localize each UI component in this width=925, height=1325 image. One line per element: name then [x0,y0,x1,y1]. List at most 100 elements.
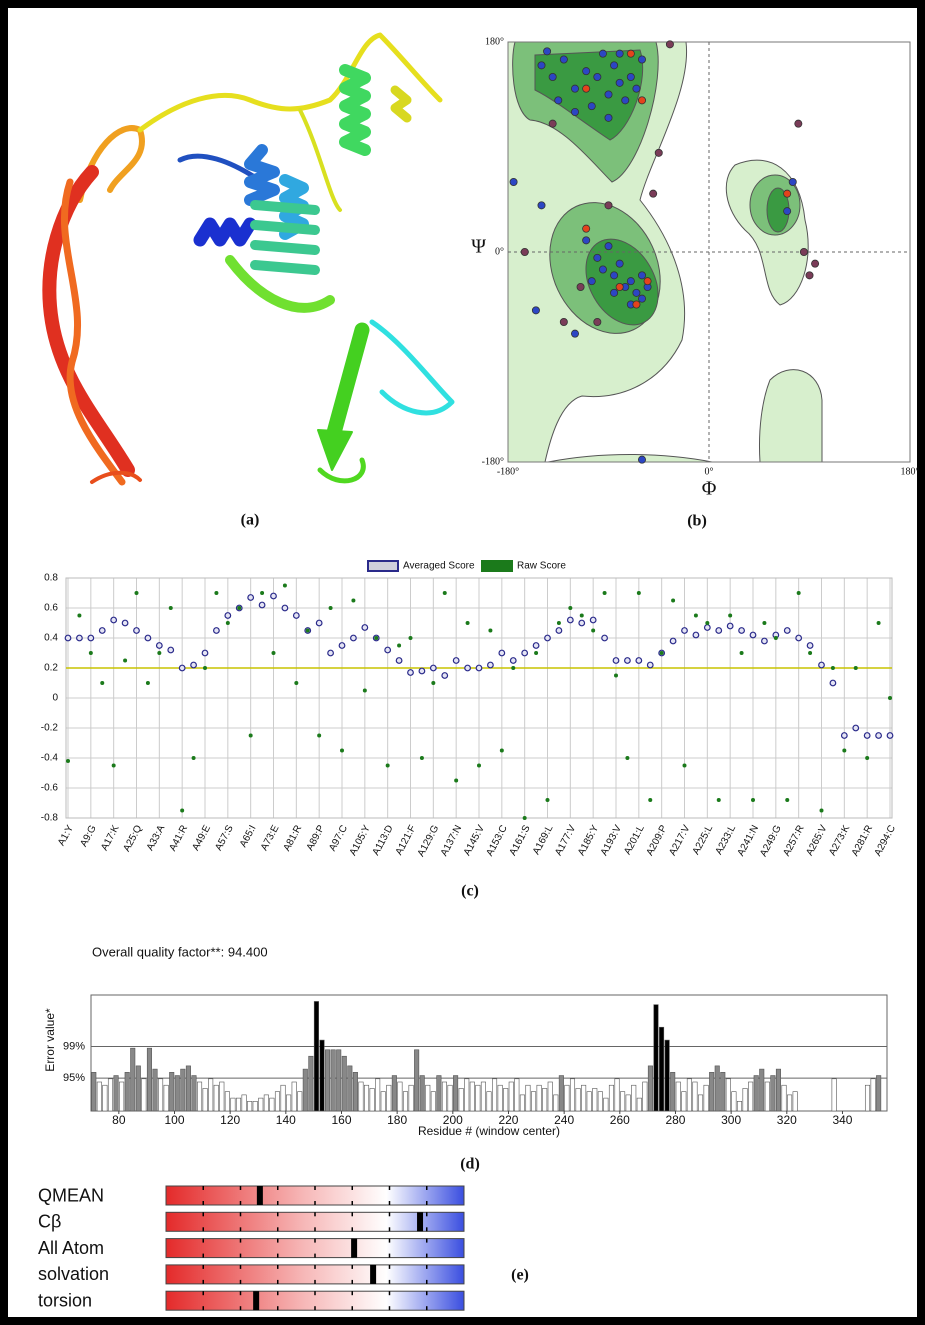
error-bar [414,1050,418,1111]
score-point [842,749,846,753]
y-tick-label: 99% [63,1040,85,1052]
residue-point [605,243,612,250]
residue-point [555,97,562,104]
score-point [225,613,231,619]
score-point [192,756,196,760]
error-bar [620,1092,624,1111]
residue-point [616,283,623,290]
residue-point [784,208,791,215]
quality-factor: Overall quality factor**: 94.400 [92,944,268,959]
score-point [854,666,858,670]
error-bar [336,1050,340,1111]
error-bar [264,1095,268,1111]
residue-point [800,248,807,255]
error-bar [515,1079,519,1111]
residue-point [510,178,517,185]
error-bar [181,1069,185,1111]
score-label: solvation [38,1264,109,1284]
score-point [762,621,766,625]
legend-label: Averaged Score [403,561,475,572]
score-point [476,665,482,671]
residue-point [633,289,640,296]
error-bar [754,1076,758,1111]
x-tick-label: 340 [832,1113,852,1127]
residue-point [633,301,640,308]
x-tick-label: 180 [387,1113,407,1127]
error-bar [726,1079,730,1111]
error-bar [453,1076,457,1111]
score-point [214,628,220,634]
y-tick-label: -180° [482,456,504,467]
score-point [546,798,550,802]
error-bar [476,1085,480,1111]
score-point [146,681,150,685]
error-bar [242,1095,246,1111]
error-bar [665,1040,669,1111]
y-tick-label: -0.4 [41,753,59,764]
error-bar [331,1050,335,1111]
residue-point [655,149,662,156]
score-point [602,635,608,641]
residue-point [538,202,545,209]
error-bar [559,1076,563,1111]
legend-swatch [482,561,512,571]
residue-point [616,50,623,57]
residue-point [795,120,802,127]
score-marker [253,1291,259,1310]
score-point [316,620,322,626]
score-point [774,636,778,640]
residue-point [638,272,645,279]
x-tick-label: 100 [164,1113,184,1127]
residue-point [549,120,556,127]
error-bar [426,1085,430,1111]
residue-point [599,266,606,273]
residue-point [577,283,584,290]
score-point [797,591,801,595]
error-bar [348,1066,352,1111]
score-point [728,614,732,618]
score-point [796,635,802,641]
figure: (a) -180°0°180°-180°0°180°ΦΨ(b)0.80.60.4… [0,0,925,1325]
error-bar [481,1082,485,1111]
error-bar [370,1088,374,1111]
score-point [168,647,174,653]
error-bar [359,1082,363,1111]
score-point [647,662,653,668]
legend-label: Raw Score [517,561,566,572]
score-point [134,628,140,634]
score-point [580,614,584,618]
error-bar [593,1088,597,1111]
error-bar [247,1101,251,1111]
residue-point [583,237,590,244]
error-bar [403,1092,407,1111]
error-bar [253,1101,257,1111]
score-point [145,635,151,641]
score-point [568,606,572,610]
error-bar [682,1092,686,1111]
score-point [739,628,745,634]
error-bar [581,1085,585,1111]
score-point [785,798,789,802]
residue-point [638,56,645,63]
score-point [157,651,161,655]
score-point [579,620,585,626]
error-bar [771,1076,775,1111]
score-point [865,756,869,760]
score-point [830,680,836,686]
x-axis-label: Residue # (window center) [418,1124,560,1138]
y-tick-label: -0.6 [41,783,59,794]
error-bar [208,1079,212,1111]
error-bar [509,1082,513,1111]
residue-point [583,85,590,92]
score-point [317,734,321,738]
error-bar [782,1085,786,1111]
score-point [351,635,357,641]
error-bar [643,1082,647,1111]
residue-point [666,41,673,48]
error-bar [270,1098,274,1111]
error-bar [565,1085,569,1111]
error-bar [97,1082,101,1111]
score-point [671,599,675,603]
residue-point [627,278,634,285]
score-point [808,651,812,655]
